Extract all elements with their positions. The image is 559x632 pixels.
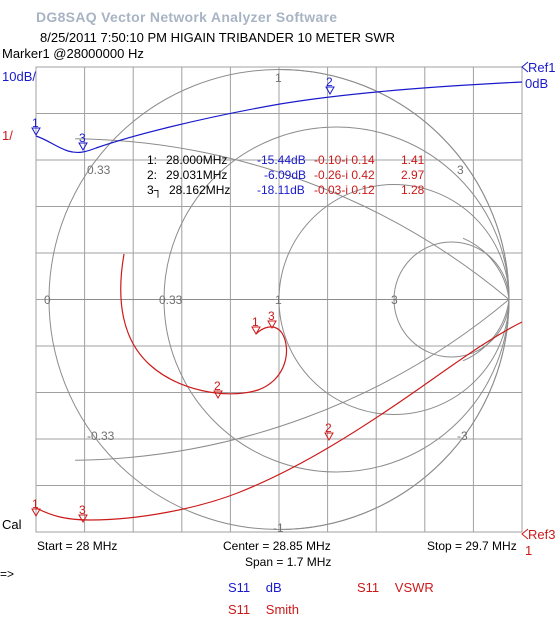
- marker-3-smith-label: 3: [268, 309, 275, 323]
- marker-1-smith[interactable]: [251, 326, 261, 336]
- ref3-label: Ref3: [528, 527, 556, 542]
- marker-row-vswr: 1.28: [401, 183, 425, 197]
- left-axis-smith-scale: 1/: [2, 128, 13, 143]
- marker-readout-header: Marker1 @28000000 Hz: [2, 46, 144, 61]
- ref3-value: 1: [525, 543, 533, 558]
- marker-3-db-label: 3: [79, 131, 86, 145]
- smith-label-r3: 3: [391, 293, 398, 307]
- legend-trace-name: S11: [228, 580, 251, 595]
- command-prompt[interactable]: =>: [0, 567, 15, 581]
- marker-row-id: 2:: [147, 168, 158, 182]
- start-frequency: Start = 28 MHz: [37, 539, 118, 553]
- smith-label-r033: 0.33: [159, 293, 183, 307]
- smith-label-r1: 1: [275, 293, 282, 307]
- center-frequency: Center = 28.85 MHz: [223, 539, 331, 553]
- legend-trace-format: Smith: [265, 602, 300, 617]
- marker-1-db-label: 1: [32, 116, 39, 130]
- marker-row-vswr: 1.41: [401, 153, 425, 167]
- marker-row-impedance: -0.10-i 0.14: [314, 153, 375, 167]
- smith-label-x-bot-033: -0.33: [87, 429, 115, 443]
- marker-3-vswr-label: 3: [79, 503, 86, 517]
- marker-2-vswr[interactable]: [324, 432, 334, 442]
- marker-row-freq: 28.000MHz: [166, 153, 228, 167]
- marker-2-smith[interactable]: [213, 390, 223, 400]
- legend-s11-vswr-trace[interactable]: S11 VSWR: [357, 580, 434, 595]
- marker-1-smith-label: 1: [252, 315, 259, 329]
- s11-vswr-trace: [35, 321, 523, 521]
- marker-row-db: -6.09dB: [264, 168, 307, 182]
- marker-row-id: 3┐: [147, 183, 163, 197]
- stop-frequency: Stop = 29.7 MHz: [427, 539, 517, 553]
- marker-row-freq: 29.031MHz: [166, 168, 228, 182]
- ref1-label: Ref1: [528, 60, 556, 75]
- smith-label-x-bot-3: -3: [457, 429, 468, 443]
- marker-2-db[interactable]: [325, 86, 335, 96]
- legend-s11-db-trace[interactable]: S11 dB: [228, 580, 282, 595]
- legend-trace-name: S11: [228, 602, 251, 617]
- legend-trace-name: S11: [357, 580, 380, 595]
- marker-1-vswr[interactable]: [31, 508, 41, 518]
- marker-3-db[interactable]: [78, 142, 88, 152]
- smith-label-x-top-033: 0.33: [87, 163, 111, 177]
- marker-3-smith[interactable]: [267, 320, 277, 330]
- marker-2-vswr-label: 2: [325, 421, 332, 435]
- ref1-arrow-icon[interactable]: [521, 61, 529, 73]
- marker-3-vswr[interactable]: [78, 514, 88, 524]
- smith-label-x-top-1: 1: [275, 71, 282, 85]
- marker-2-db-label: 2: [326, 75, 333, 89]
- measurement-subtitle: 8/25/2011 7:50:10 PM HIGAIN TRIBANDER 10…: [40, 30, 395, 45]
- smith-label-r0: 0: [44, 293, 51, 307]
- marker-row-db: -15.44dB: [257, 153, 306, 167]
- legend-trace-format: dB: [265, 580, 282, 595]
- s11-db-trace: [35, 81, 523, 154]
- ref1-value: 0dB: [525, 76, 549, 91]
- marker-row-impedance: -0.03-i 0.12: [314, 183, 375, 197]
- marker-2-smith-label: 2: [214, 379, 221, 393]
- smith-chart-grid: [48, 69, 510, 530]
- marker-row-db: -18.11dB: [257, 183, 305, 197]
- app-title: DG8SAQ Vector Network Analyzer Software: [36, 9, 338, 25]
- marker-row-impedance: -0.26-i 0.42: [314, 168, 375, 182]
- marker-1-db[interactable]: [31, 127, 41, 137]
- marker-row-vswr: 2.97: [401, 168, 425, 182]
- marker-row-id: 1:: [147, 153, 158, 167]
- legend-trace-format: VSWR: [394, 580, 434, 595]
- span-frequency: Span = 1.7 MHz: [245, 555, 332, 569]
- s11-smith-trace: [120, 253, 288, 395]
- left-axis-db-scale: 10dB/: [2, 69, 36, 84]
- legend-s11-smith-trace[interactable]: S11 Smith: [228, 602, 299, 617]
- left-axis-cal-label: Cal: [2, 517, 22, 532]
- smith-label-x-bot-1: -1: [273, 521, 284, 535]
- marker-1-vswr-label: 1: [32, 497, 39, 511]
- marker-row-freq: 28.162MHz: [169, 183, 231, 197]
- smith-label-x-top-3: 3: [457, 163, 464, 177]
- ref3-arrow-icon[interactable]: [521, 528, 529, 540]
